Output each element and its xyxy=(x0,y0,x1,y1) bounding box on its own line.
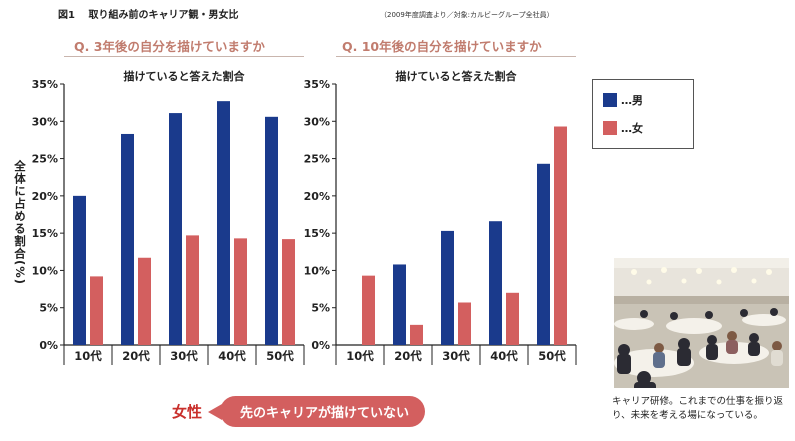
y-axis-label: 全体に占める割合(%) xyxy=(13,160,27,286)
legend: …男 …女 xyxy=(592,79,694,149)
x-tick-label: 50代 xyxy=(266,349,294,363)
chart-title: 描けていると答えた割合 xyxy=(396,69,518,83)
x-tick-label: 10代 xyxy=(346,349,374,363)
callout: 女性 先のキャリアが描けていない xyxy=(172,396,426,427)
legend-item-male: …男 xyxy=(603,92,643,108)
chart-title: 描けていると答えた割合 xyxy=(124,69,246,83)
y-tick-label: 10% xyxy=(304,264,330,277)
bar-male xyxy=(217,101,230,345)
training-photo-image xyxy=(614,258,789,388)
bar-male xyxy=(73,195,86,345)
y-tick-label: 25% xyxy=(32,153,58,166)
x-tick-label: 30代 xyxy=(442,349,470,363)
bar-female xyxy=(186,235,199,345)
legend-swatch-female xyxy=(603,121,617,135)
legend-item-female: …女 xyxy=(603,120,643,136)
x-tick-label: 40代 xyxy=(218,349,246,363)
source-note: （2009年度調査より／対象:カルビーグループ全社員） xyxy=(380,11,554,19)
callout-arrow xyxy=(208,404,223,420)
y-tick-label: 5% xyxy=(39,302,58,315)
bar-female xyxy=(234,238,247,345)
y-tick-label: 5% xyxy=(311,302,330,315)
y-tick-label: 25% xyxy=(304,153,330,166)
training-photo xyxy=(614,258,789,388)
bar-female xyxy=(282,239,295,345)
x-tick-label: 40代 xyxy=(490,349,518,363)
bar-male xyxy=(169,113,182,345)
x-tick-label: 20代 xyxy=(394,349,422,363)
bar-female xyxy=(554,126,567,346)
y-tick-label: 30% xyxy=(32,115,58,128)
x-tick-label: 20代 xyxy=(122,349,150,363)
y-tick-label: 0% xyxy=(39,339,58,352)
legend-label-female: …女 xyxy=(621,122,643,135)
legend-label-male: …男 xyxy=(621,94,643,107)
bar-male xyxy=(441,230,454,345)
question-10-years: Q. 10年後の自分を描けていますか xyxy=(342,39,542,54)
y-tick-label: 15% xyxy=(32,227,58,240)
chart-10-years: 描けていると答えた割合 0% 5% 10% 15% 20% 25% 30% 35% 10代 20代 3… xyxy=(304,69,577,365)
bar-female xyxy=(138,257,151,345)
bar-female xyxy=(458,302,471,345)
question-3-years-underline xyxy=(64,56,304,57)
figure-label: 図1 xyxy=(58,10,75,21)
chart-3-years: 描けていると答えた割合 0% 5% 10% 15% 20% 25% 30% 35% 10代 20代 3… xyxy=(32,69,305,365)
bar-female xyxy=(90,276,103,345)
question-3-years: Q. 3年後の自分を描けていますか xyxy=(74,39,265,54)
y-tick-label: 20% xyxy=(304,190,330,203)
y-tick-label: 10% xyxy=(32,264,58,277)
legend-swatch-male xyxy=(603,93,617,107)
y-tick-label: 30% xyxy=(304,115,330,128)
bar-male xyxy=(265,116,278,345)
bar-male xyxy=(537,163,550,345)
figure-title-text: 取り組み前のキャリア観・男女比 xyxy=(88,10,239,21)
bar-male xyxy=(121,133,134,345)
x-tick-label: 50代 xyxy=(538,349,566,363)
bar-male xyxy=(393,264,406,345)
photo-caption: キャリア研修。これまでの仕事を振り返り、未来を考える場になっている。 xyxy=(612,396,784,421)
y-tick-label: 15% xyxy=(304,227,330,240)
x-tick-label: 10代 xyxy=(74,349,102,363)
question-10-years-underline xyxy=(336,56,576,57)
callout-female-label: 女性 xyxy=(172,403,203,421)
callout-bubble: 先のキャリアが描けていない xyxy=(208,396,426,427)
y-tick-label: 35% xyxy=(32,78,58,91)
x-tick-label: 30代 xyxy=(170,349,198,363)
bar-female xyxy=(362,275,375,345)
y-tick-label: 0% xyxy=(311,339,330,352)
bar-female xyxy=(506,292,519,345)
y-tick-label: 35% xyxy=(304,78,330,91)
bar-female xyxy=(410,324,423,345)
figure-title: 図1 取り組み前のキャリア観・男女比 xyxy=(58,6,238,21)
bar-male xyxy=(489,221,502,345)
callout-message: 先のキャリアが描けていない xyxy=(240,406,410,421)
y-tick-label: 20% xyxy=(32,190,58,203)
